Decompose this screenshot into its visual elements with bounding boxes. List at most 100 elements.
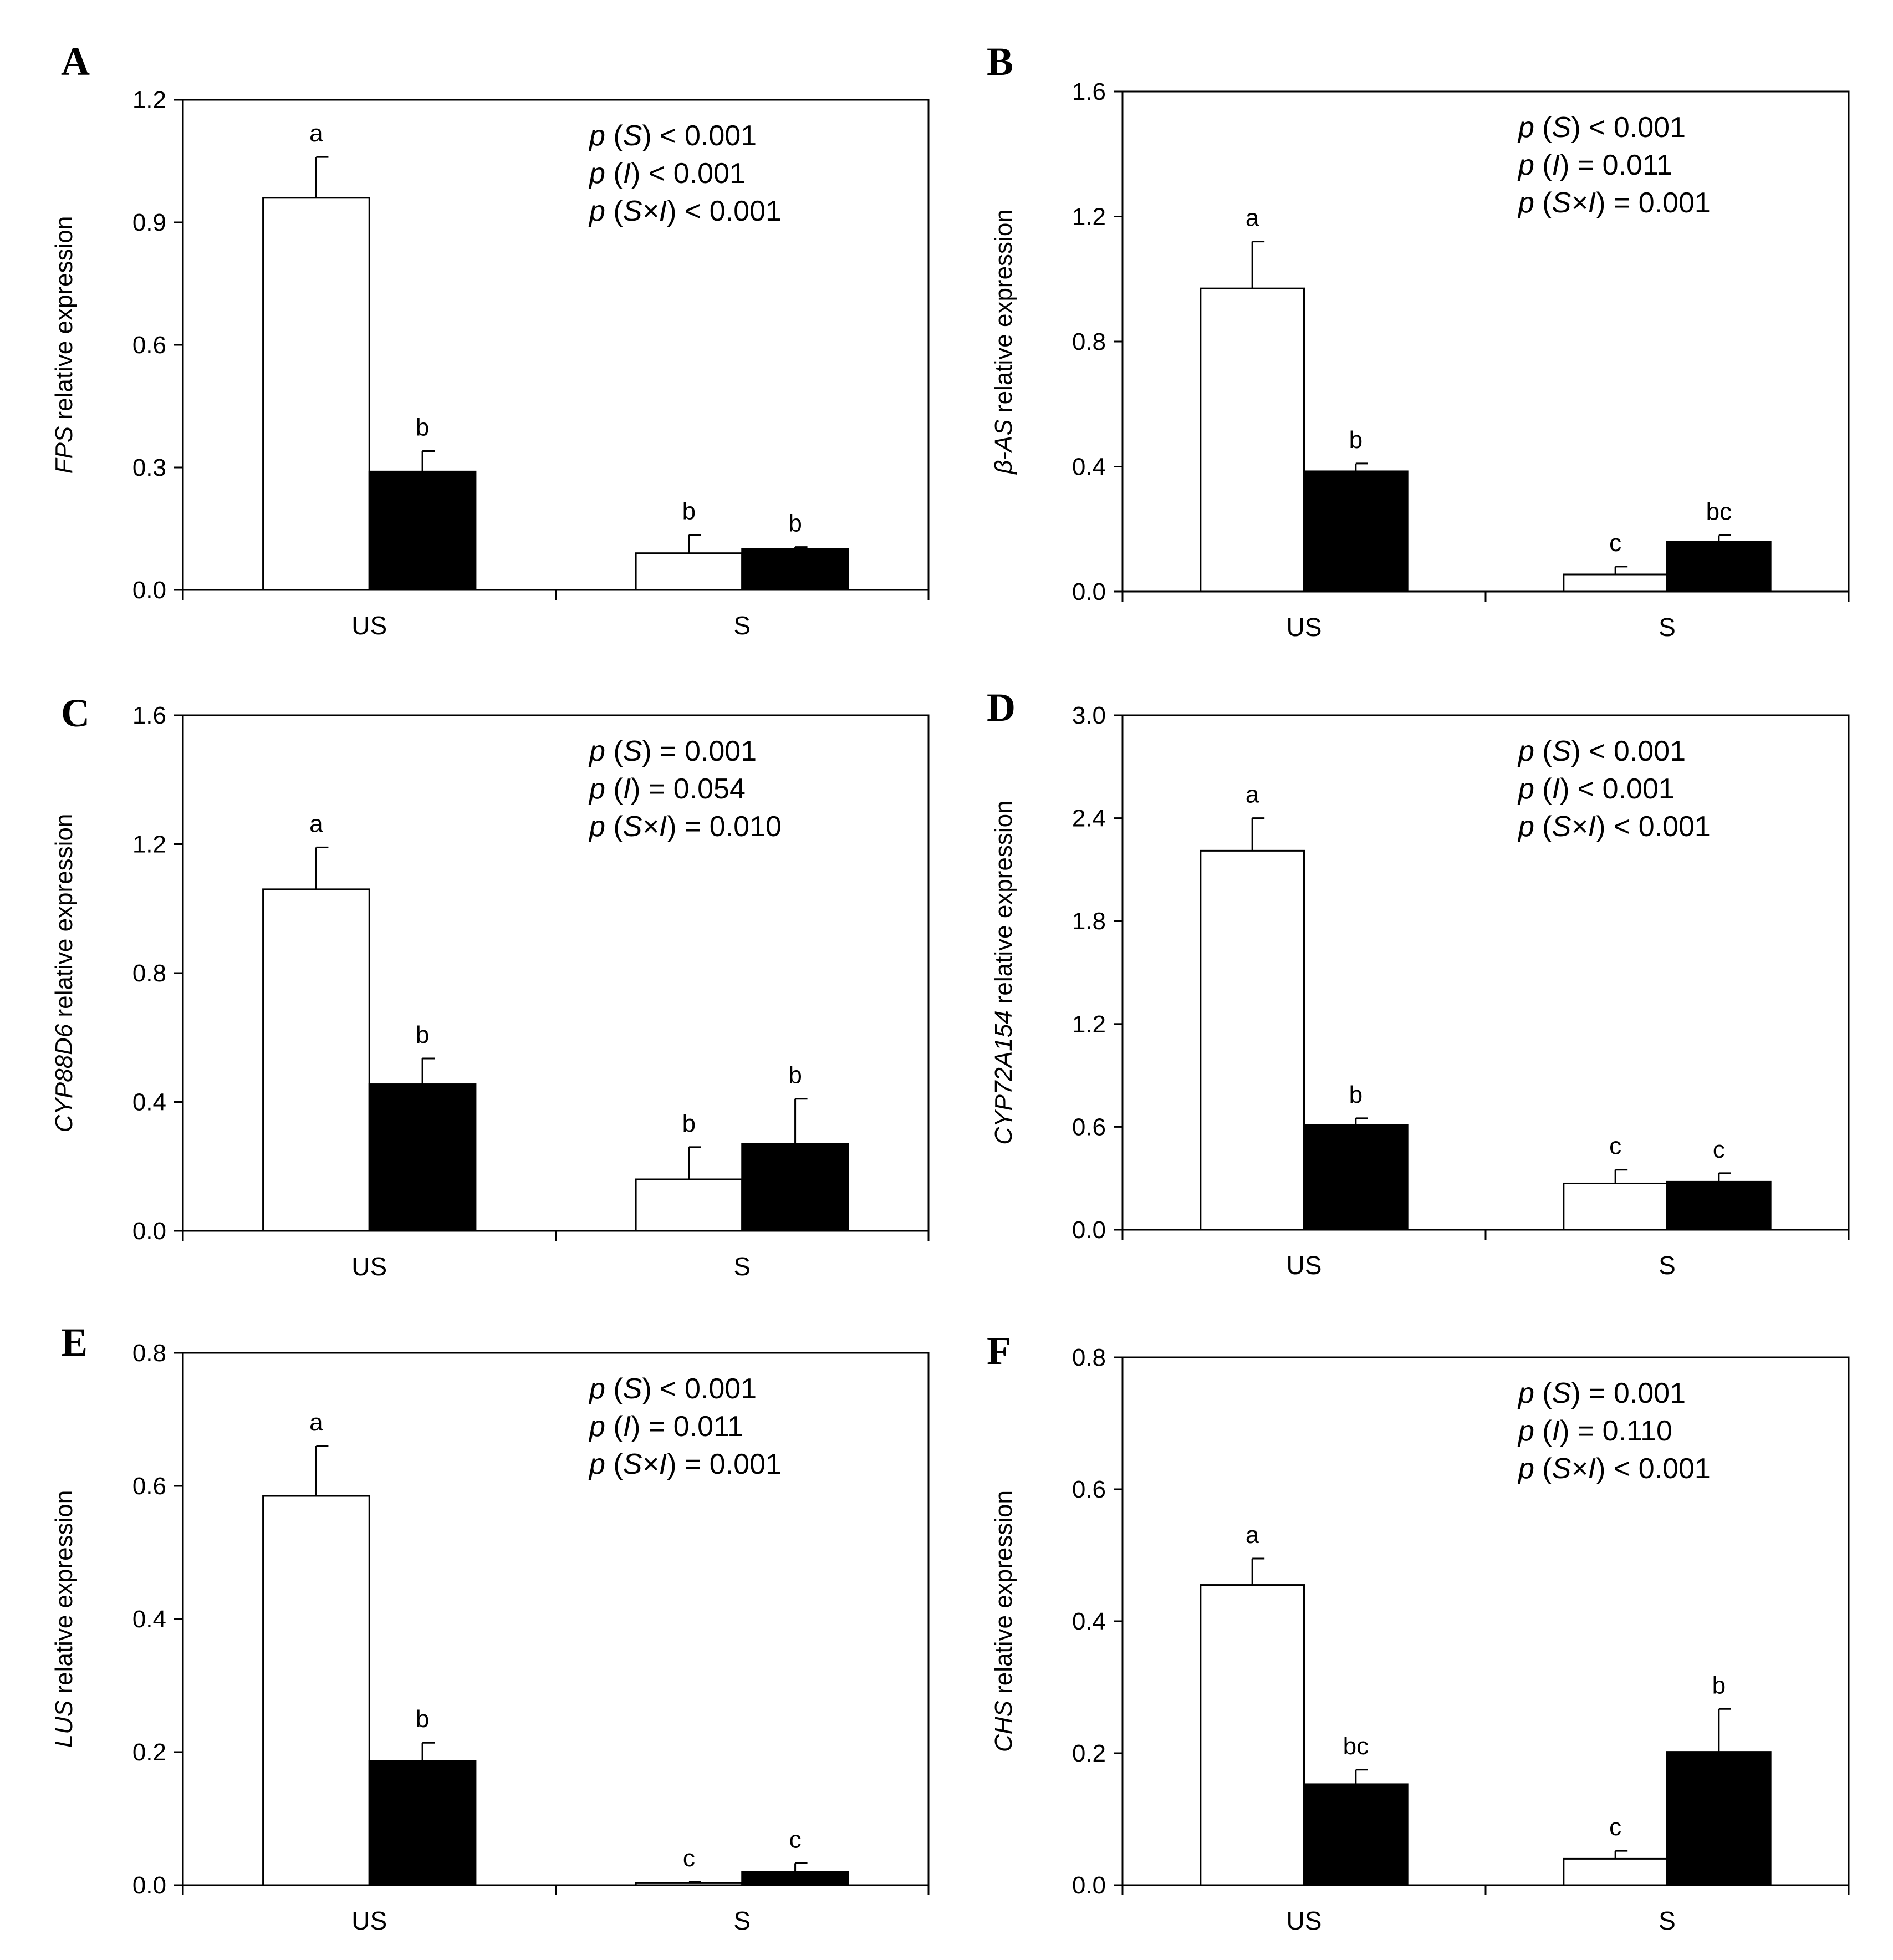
p-result: ) < 0.001	[1571, 735, 1686, 767]
y-tick-label: 0.0	[132, 577, 166, 604]
bar-filled	[741, 548, 849, 591]
p-result: ) = 0.011	[631, 1411, 743, 1443]
y-tick-label: 1.8	[1072, 908, 1106, 935]
significance-letter: b	[416, 1021, 429, 1048]
bar-filled	[1303, 1124, 1409, 1231]
p-value-line: p (S×I) = 0.001	[1517, 187, 1711, 219]
y-axis-label: β-AS relative expression	[990, 209, 1017, 475]
y-tick-label: 1.6	[1072, 78, 1106, 105]
y-tick-label: 0.6	[132, 1473, 166, 1500]
chart-panel-b: B 0.0 0.4 0.8 1.2 1.6 US Sβ-AS relative express…	[987, 39, 1850, 642]
p-symbol: p	[1517, 811, 1534, 843]
x-category-label: S	[733, 1906, 751, 1935]
x-category-label: US	[351, 1906, 387, 1935]
bar-open	[635, 552, 743, 591]
y-axis-suffix: relative expression	[50, 216, 78, 426]
y-tick-label: 0.6	[132, 332, 166, 359]
p-symbol: p	[1517, 735, 1534, 767]
bar-open	[1563, 1182, 1668, 1231]
y-tick-label: 0.4	[132, 1606, 166, 1633]
p-value-line: p (I) < 0.001	[1517, 773, 1675, 805]
significance-letter: c	[789, 1826, 802, 1853]
significance-letter: bc	[1343, 1733, 1369, 1760]
y-tick-label: 0.8	[132, 1340, 166, 1367]
panel-letter: F	[987, 1328, 1011, 1373]
y-tick-label: 0.4	[1072, 454, 1106, 481]
factor-term: I	[1552, 773, 1560, 805]
p-result: ) = 0.054	[631, 773, 746, 805]
p-value-line: p (S) < 0.001	[588, 1373, 757, 1405]
y-tick-label: 3.0	[1072, 702, 1106, 729]
x-category-label: US	[1287, 1251, 1322, 1280]
p-value-line: p (S) = 0.001	[1517, 1377, 1686, 1409]
paren-open: (	[1534, 1453, 1552, 1485]
p-result: ) = 0.001	[642, 735, 757, 767]
chart-panel-f: F 0.0 0.2 0.4 0.6 0.8 US S CHS relative expressi…	[987, 1328, 1850, 1935]
panel-letter: D	[987, 685, 1016, 730]
p-result: ) = 0.110	[1560, 1415, 1672, 1447]
bar-open	[1200, 1584, 1305, 1886]
p-value-line: p (I) = 0.054	[588, 773, 746, 805]
y-tick-label: 0.4	[132, 1089, 166, 1116]
gene-name: CYP72A154	[990, 1010, 1017, 1144]
factor-term: I	[623, 773, 631, 805]
chart-panel-a: A 0.0 0.3 0.6 0.9 1.2 US S FPS relative expressi…	[50, 39, 930, 640]
bar-filled	[368, 470, 477, 591]
panel-letter: C	[61, 691, 90, 735]
p-value-line: p (S) < 0.001	[1517, 111, 1686, 144]
y-axis-label: CYP88D6 relative expression	[50, 814, 78, 1133]
y-tick-label: 0.6	[1072, 1476, 1106, 1503]
x-category-label: US	[1287, 1906, 1322, 1935]
p-value-line: p (S) < 0.001	[588, 120, 757, 152]
p-result: ) = 0.001	[1571, 1377, 1686, 1409]
factor-term: S	[1552, 111, 1571, 144]
p-symbol: p	[1517, 149, 1534, 181]
p-symbol: p	[1517, 187, 1534, 219]
factor-term: S	[1552, 735, 1571, 767]
panel-letter: E	[61, 1320, 88, 1365]
p-result: ) < 0.001	[642, 1373, 757, 1405]
significance-letter: c	[1609, 530, 1621, 557]
chart-panel-d: D 0.0 0.6 1.2 1.8 2.4 3.0 US S CYP72A154 relative…	[987, 685, 1850, 1280]
significance-letter: b	[1349, 1081, 1363, 1108]
chart-panel-c: C 0.0 0.4 0.8 1.2 1.6 US S CYP88D6 relative expr…	[50, 691, 930, 1281]
paren-open: (	[1534, 111, 1552, 144]
paren-open: (	[605, 1448, 623, 1480]
y-tick-label: 0.8	[132, 960, 166, 987]
p-symbol: p	[1517, 773, 1534, 805]
significance-letter: a	[1246, 1521, 1259, 1549]
paren-open: (	[605, 1411, 623, 1443]
p-value-line: p (S×I) = 0.001	[588, 1448, 782, 1480]
factor-term: S×I	[1552, 811, 1596, 843]
x-category-label: US	[351, 611, 387, 640]
p-value-line: p (S×I) < 0.001	[1517, 1453, 1711, 1485]
y-tick-label: 0.9	[132, 209, 166, 236]
p-result: ) < 0.001	[1571, 111, 1686, 144]
paren-open: (	[1534, 735, 1552, 767]
bar-open	[1200, 849, 1305, 1231]
y-tick-label: 0.6	[1072, 1113, 1106, 1141]
p-symbol: p	[588, 735, 605, 767]
x-category-label: S	[733, 1252, 751, 1281]
bar-filled	[741, 1871, 849, 1886]
gene-name: β-AS	[990, 419, 1017, 475]
y-tick-label: 1.2	[132, 831, 166, 858]
x-category-label: S	[733, 611, 751, 640]
bar-filled	[1666, 541, 1772, 593]
significance-letter: c	[1713, 1136, 1725, 1163]
bar-filled	[368, 1083, 477, 1232]
paren-open: (	[605, 773, 623, 805]
paren-open: (	[605, 157, 623, 190]
x-category-label: US	[1287, 613, 1322, 642]
bar-filled	[1666, 1180, 1772, 1231]
p-symbol: p	[588, 1411, 605, 1443]
significance-letter: c	[1609, 1133, 1621, 1160]
p-result: ) = 0.001	[1596, 187, 1711, 219]
significance-letter: c	[1609, 1814, 1621, 1841]
bar-filled	[741, 1143, 849, 1232]
significance-letter: b	[416, 1706, 429, 1733]
significance-letter: b	[788, 510, 802, 537]
factor-term: S×I	[623, 1448, 667, 1480]
factor-term: I	[1552, 1415, 1560, 1447]
p-result: ) < 0.001	[667, 195, 782, 227]
